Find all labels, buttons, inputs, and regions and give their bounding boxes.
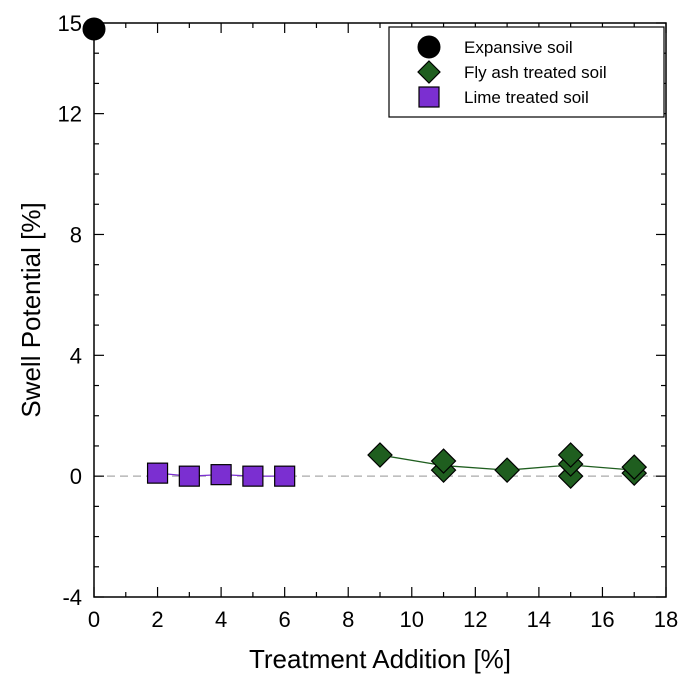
- y-tick-labels: -4 0 4 8 12 15: [58, 11, 82, 610]
- legend-marker: [417, 60, 441, 84]
- legend-label: Expansive soil: [464, 38, 573, 57]
- x-tick-label: 6: [279, 607, 291, 632]
- legend-label: Lime treated soil: [464, 88, 589, 107]
- x-tick-label: 4: [215, 607, 227, 632]
- series-lime-treated-soil: [146, 462, 296, 487]
- fly-ash-treated-soil-point: [621, 454, 648, 480]
- x-tick-label: 10: [400, 607, 424, 632]
- y-axis-title: Swell Potential [%]: [16, 202, 46, 417]
- y-tick-label: 8: [70, 222, 82, 247]
- x-tick-label: 8: [342, 607, 354, 632]
- y-tick-label: -4: [62, 585, 82, 610]
- lime-treated-soil-point: [242, 465, 264, 487]
- y-tick-label: 0: [70, 464, 82, 489]
- lime-treated-soil-point: [274, 465, 296, 487]
- fly-ash-treated-soil-point: [494, 457, 520, 483]
- lime-treated-soil-point: [178, 465, 200, 487]
- fly-ash-treated-soil-point: [367, 442, 393, 468]
- y-tick-label: 4: [70, 343, 82, 368]
- lime-treated-soil-point: [210, 464, 232, 486]
- x-tick-label: 18: [654, 607, 678, 632]
- plot-frame: [93, 22, 667, 598]
- fly-ash-treated-soil-point: [430, 448, 457, 474]
- data-series: [82, 17, 648, 490]
- legend-marker: [418, 86, 440, 108]
- x-tick-labels: 0 2 4 6 8 10 12 14 16 18: [88, 607, 678, 632]
- legend-marker: [417, 35, 441, 59]
- y-tick-label: 15: [58, 11, 82, 36]
- series-fly-ash-treated-soil: [367, 442, 648, 490]
- x-tick-label: 0: [88, 607, 100, 632]
- y-tick-label: 12: [58, 102, 82, 127]
- x-tick-label: 16: [590, 607, 614, 632]
- legend-label: Fly ash treated soil: [464, 63, 607, 82]
- x-tick-label: 14: [527, 607, 551, 632]
- x-tick-label: 12: [463, 607, 487, 632]
- x-axis-title: Treatment Addition [%]: [249, 644, 511, 674]
- lime-treated-soil-point: [146, 462, 169, 484]
- fly-ash-treated-soil-point: [557, 442, 584, 468]
- x-tick-label: 2: [151, 607, 163, 632]
- legend: Expansive soil Fly ash treated soil Lime t…: [388, 26, 665, 118]
